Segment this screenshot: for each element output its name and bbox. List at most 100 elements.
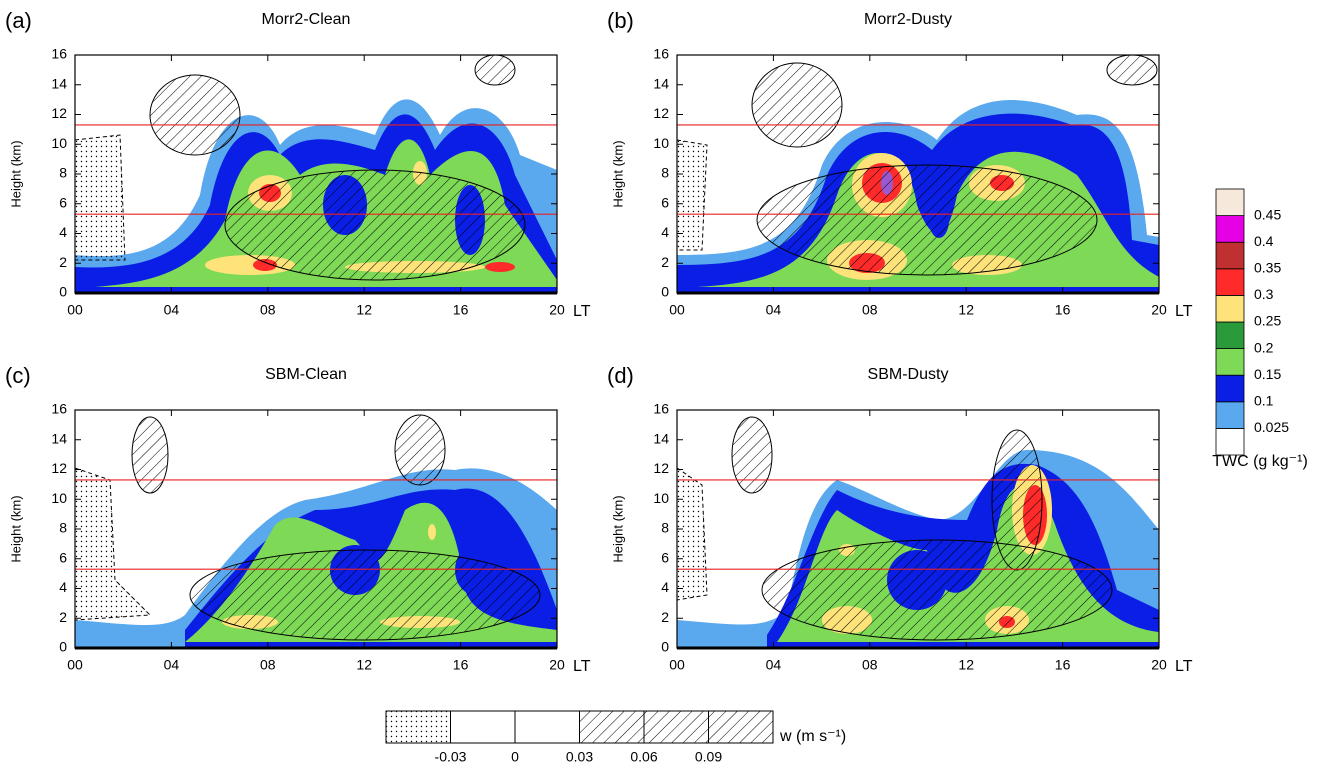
panel-field xyxy=(677,416,1159,648)
y-tick-label: 8 xyxy=(59,520,67,536)
y-axis-label: Height (km) xyxy=(610,495,625,562)
y-tick-label: 10 xyxy=(653,490,669,506)
colorbar-label: 0.2 xyxy=(1254,339,1274,355)
panel-field xyxy=(75,55,557,293)
x-tick-label: 20 xyxy=(1151,302,1167,318)
x-tick-label: 16 xyxy=(1055,302,1071,318)
x-tick-label: 04 xyxy=(766,302,782,318)
y-tick-label: 6 xyxy=(661,194,669,210)
colorbar-band xyxy=(1215,321,1245,350)
y-tick-label: 14 xyxy=(653,430,669,446)
colorbar-band xyxy=(1215,268,1245,296)
colorbar-label: 0.35 xyxy=(1254,260,1281,276)
y-tick-label: 4 xyxy=(59,579,67,595)
colorbar-label: 0.4 xyxy=(1254,233,1274,249)
x-tick-label: 00 xyxy=(67,657,83,673)
colorbar-band xyxy=(1215,215,1245,243)
y-tick-label: 0 xyxy=(59,284,67,300)
x-tick-label: 16 xyxy=(453,302,469,318)
x-tick-label: 16 xyxy=(1055,657,1071,673)
y-tick-label: 8 xyxy=(661,165,669,181)
x-tick-label: 20 xyxy=(549,657,565,673)
y-tick-label: 0 xyxy=(661,639,669,655)
y-tick-label: 6 xyxy=(661,549,669,565)
x-tick-label: 12 xyxy=(958,657,974,673)
pattern-label: 0 xyxy=(511,749,519,765)
x-tick-label: 08 xyxy=(862,657,878,673)
chart-title: Morr2-Dusty xyxy=(864,11,952,28)
pattern-cell xyxy=(514,710,580,744)
colorbar-band xyxy=(1215,188,1245,217)
pattern-cell xyxy=(643,710,709,744)
x-tick-label: 08 xyxy=(260,302,276,318)
y-tick-label: 8 xyxy=(59,165,67,181)
y-axis-label: Height (km) xyxy=(8,495,23,562)
y-axis-label: Height (km) xyxy=(8,140,23,207)
y-tick-label: 12 xyxy=(51,460,67,476)
x-tick-label: 04 xyxy=(164,657,180,673)
y-tick-label: 0 xyxy=(661,284,669,300)
x-tick-label: 12 xyxy=(356,302,372,318)
pattern-title: w (m s⁻¹) xyxy=(779,728,846,745)
colorbar-band xyxy=(1215,348,1245,376)
x-tick-label: 00 xyxy=(67,302,83,318)
colorbar-band xyxy=(1215,427,1245,456)
chart-title: Morr2-Clean xyxy=(262,11,351,28)
y-tick-label: 16 xyxy=(51,46,67,62)
colorbar-band xyxy=(1215,401,1245,429)
y-tick-label: 2 xyxy=(661,609,669,625)
x-tick-label: 12 xyxy=(356,657,372,673)
x-axis-label: LT xyxy=(1175,303,1193,320)
x-tick-label: 00 xyxy=(669,657,685,673)
pattern-cell xyxy=(579,710,645,744)
y-tick-label: 14 xyxy=(51,75,67,91)
y-tick-label: 4 xyxy=(661,579,669,595)
y-tick-label: 12 xyxy=(653,460,669,476)
colorbar-label: 0.3 xyxy=(1254,286,1274,302)
y-tick-label: 2 xyxy=(661,254,669,270)
panel-field xyxy=(677,55,1159,293)
colorbar-band xyxy=(1215,294,1245,323)
pattern-label: 0.06 xyxy=(630,749,657,765)
x-axis-label: LT xyxy=(573,658,591,675)
y-tick-label: 12 xyxy=(653,105,669,121)
x-tick-label: 20 xyxy=(1151,657,1167,673)
y-tick-label: 10 xyxy=(51,135,67,151)
pattern-label: 0.09 xyxy=(695,749,722,765)
x-tick-label: 04 xyxy=(766,657,782,673)
colorbar-label: 0.1 xyxy=(1254,393,1274,409)
x-tick-label: 20 xyxy=(549,302,565,318)
x-tick-label: 08 xyxy=(260,657,276,673)
pattern-label: 0.03 xyxy=(566,749,593,765)
colorbar-label: 0.15 xyxy=(1254,366,1281,382)
y-tick-label: 0 xyxy=(59,639,67,655)
y-tick-label: 10 xyxy=(51,490,67,506)
colorbar-band xyxy=(1215,241,1245,270)
x-tick-label: 16 xyxy=(453,657,469,673)
y-tick-label: 14 xyxy=(653,75,669,91)
panel-label: (d) xyxy=(607,363,634,388)
y-tick-label: 2 xyxy=(59,254,67,270)
pattern-cell xyxy=(708,710,774,744)
x-tick-label: 12 xyxy=(958,302,974,318)
y-tick-label: 2 xyxy=(59,609,67,625)
x-axis-label: LT xyxy=(1175,658,1193,675)
x-tick-label: 04 xyxy=(164,302,180,318)
panel-label: (b) xyxy=(607,8,634,33)
colorbar-label: 0.025 xyxy=(1254,419,1289,435)
y-tick-label: 16 xyxy=(653,401,669,417)
colorbar-label: 0.25 xyxy=(1254,313,1281,329)
pattern-cell xyxy=(450,710,516,744)
y-tick-label: 6 xyxy=(59,549,67,565)
chart-title: SBM-Dusty xyxy=(868,366,949,383)
colorbar-title: TWC (g kg⁻¹) xyxy=(1212,453,1308,470)
chart-title: SBM-Clean xyxy=(265,366,347,383)
y-tick-label: 4 xyxy=(661,224,669,240)
y-tick-label: 6 xyxy=(59,194,67,210)
y-tick-label: 12 xyxy=(51,105,67,121)
y-tick-label: 16 xyxy=(51,401,67,417)
y-tick-label: 10 xyxy=(653,135,669,151)
panel-field xyxy=(75,414,557,648)
y-tick-label: 14 xyxy=(51,430,67,446)
